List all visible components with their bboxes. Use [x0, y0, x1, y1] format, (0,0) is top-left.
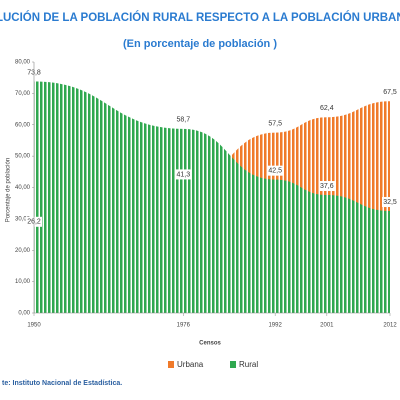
- chart-title: OLUCIÓN DE LA POBLACIÓN RURAL RESPECTO A…: [0, 11, 400, 24]
- y-tick-label: 50,00: [15, 154, 31, 160]
- data-label-box: [267, 165, 284, 176]
- area: [34, 81, 390, 313]
- data-label: 67,5: [383, 89, 397, 96]
- y-tick-label: 10,00: [15, 279, 31, 285]
- data-label-box: [175, 114, 192, 125]
- x-tick-label: 2001: [320, 323, 334, 329]
- y-axis-label: Porcentaje de población: [6, 158, 12, 222]
- data-label: 58,7: [176, 117, 190, 124]
- y-tick-label: 30,00: [15, 216, 31, 222]
- data-label: 62,4: [320, 105, 334, 112]
- source: te: Instituto Nacional de Estadística.: [2, 380, 122, 387]
- data-label-box: [382, 87, 398, 98]
- legend-swatch: [230, 361, 236, 368]
- y-tick-label: 60,00: [15, 122, 31, 128]
- x-tick-label: 1950: [27, 323, 41, 329]
- x-axis-label: Censos: [199, 341, 221, 347]
- data-label-box: [318, 103, 335, 114]
- legend-label: Rural: [239, 360, 258, 369]
- x-tick-label: 1992: [268, 323, 282, 329]
- y-tick-label: 80,00: [15, 60, 31, 66]
- legend-swatch: [168, 361, 174, 368]
- y-tick-label: 0,00: [18, 311, 30, 317]
- y-tick-label: 20,00: [15, 248, 31, 254]
- x-tick-label: 2012: [383, 323, 397, 329]
- legend-label: Urbana: [177, 360, 204, 369]
- data-label: 32,5: [383, 199, 397, 206]
- data-label-box: [267, 118, 284, 129]
- data-label: 42,5: [268, 168, 282, 175]
- data-label-box: [175, 169, 192, 180]
- chart-subtitle: (En porcentaje de población ): [123, 38, 277, 50]
- data-label: 41,3: [176, 171, 190, 178]
- data-label: 37,6: [320, 183, 334, 190]
- data-label: 57,5: [268, 120, 282, 127]
- data-label-box: [318, 181, 335, 192]
- x-tick-label: 1976: [177, 323, 191, 329]
- y-tick-label: 40,00: [15, 185, 31, 191]
- data-label-box: [382, 197, 398, 208]
- y-tick-label: 70,00: [15, 91, 31, 97]
